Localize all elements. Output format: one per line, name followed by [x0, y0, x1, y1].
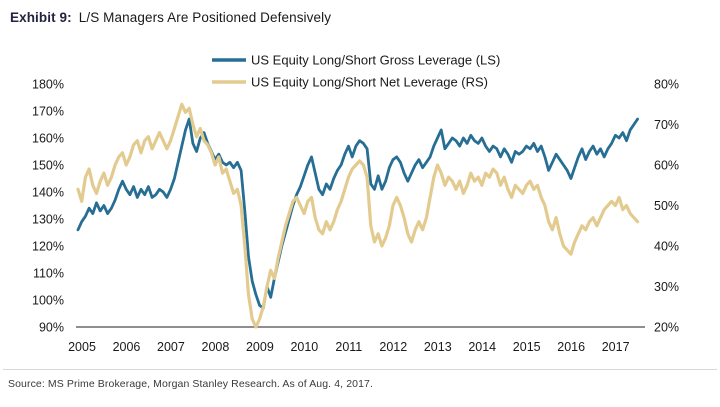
- x-axis-tick-label: 2011: [335, 340, 362, 354]
- source-text: Source: MS Prime Brokerage, Morgan Stanl…: [8, 378, 373, 390]
- left-axis-tick-label: 160%: [32, 132, 64, 146]
- legend-label: US Equity Long/Short Gross Leverage (LS): [251, 53, 500, 68]
- net-leverage-line: [76, 102, 640, 329]
- exhibit-title: Exhibit 9: L/S Managers Are Positioned De…: [10, 10, 331, 25]
- left-axis-tick-label: 130%: [32, 213, 64, 227]
- left-axis-tick-label: 140%: [32, 186, 64, 200]
- left-axis-tick-label: 100%: [32, 294, 64, 308]
- right-axis-tick-label: 50%: [654, 199, 679, 213]
- legend-label: US Equity Long/Short Net Leverage (RS): [251, 75, 488, 90]
- x-axis-tick-label: 2005: [68, 340, 96, 354]
- right-axis-tick-label: 20%: [654, 321, 679, 335]
- x-axis-tick-label: 2017: [602, 340, 630, 354]
- right-axis-tick-label: 40%: [654, 240, 679, 254]
- left-axis-tick-label: 180%: [32, 78, 64, 92]
- x-axis-tick-label: 2006: [113, 340, 141, 354]
- left-axis-tick-label: 110%: [33, 267, 64, 281]
- x-axis-tick-label: 2010: [290, 340, 318, 354]
- right-axis-tick-label: 80%: [654, 78, 679, 92]
- leverage-line-chart: 180% 170% 160% 150% 140% 130% 120% 110% 100% 90% 8…: [32, 53, 679, 355]
- x-axis-tick-label: 2014: [468, 340, 496, 354]
- left-axis-tick-label: 170%: [32, 105, 64, 119]
- x-axis-tick-label: 2013: [424, 340, 452, 354]
- separator-line: [3, 369, 717, 370]
- left-axis-tick-label: 120%: [32, 240, 64, 254]
- right-axis-tick-label: 30%: [654, 280, 679, 294]
- x-axis-tick-label: 2009: [246, 340, 274, 354]
- x-axis-tick-label: 2012: [379, 340, 407, 354]
- right-axis-tick-label: 70%: [654, 118, 679, 132]
- x-axis-tick-label: 2007: [157, 340, 185, 354]
- left-axis-tick-label: 90%: [39, 321, 64, 335]
- left-axis-tick-label: 150%: [32, 159, 64, 173]
- x-axis-tick-label: 2015: [513, 340, 541, 354]
- x-axis-tick-label: 2016: [557, 340, 585, 354]
- x-axis-tick-label: 2008: [202, 340, 230, 354]
- exhibit-title-text: L/S Managers Are Positioned Defensively: [78, 10, 332, 25]
- right-axis-tick-label: 60%: [654, 159, 679, 173]
- gross-leverage-line: [76, 117, 639, 310]
- exhibit-number: Exhibit 9:: [10, 10, 72, 25]
